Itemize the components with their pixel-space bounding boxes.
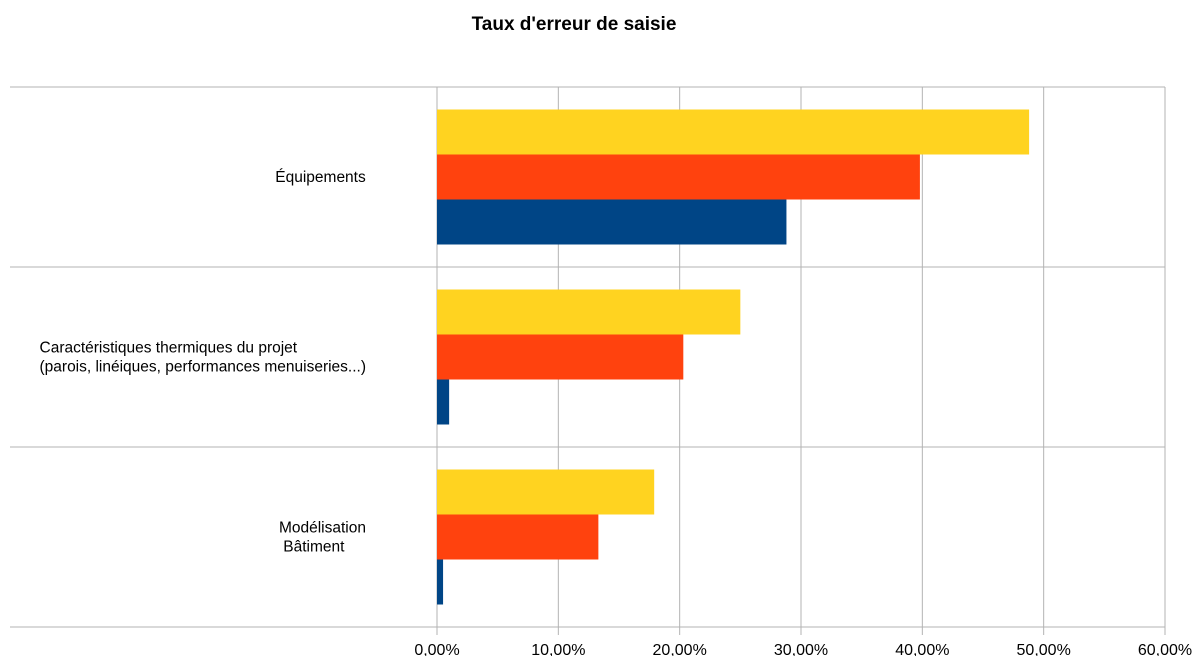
bar xyxy=(437,109,1030,155)
category-label-line: (parois, linéiques, performances menuise… xyxy=(40,359,367,376)
bar xyxy=(437,199,787,245)
bar xyxy=(437,334,684,380)
chart-title: Taux d'erreur de saisie xyxy=(472,14,677,35)
x-tick-label: 10,00% xyxy=(531,642,585,656)
bar xyxy=(437,379,450,425)
x-tick-label: 0,00% xyxy=(414,642,459,656)
category-label: Caractéristiques thermiques du projet (pa… xyxy=(40,340,367,376)
category-label: Modélisation Bâtiment xyxy=(279,520,366,556)
category-label-line: Caractéristiques thermiques du projet xyxy=(40,340,298,357)
x-tick-label: 20,00% xyxy=(653,642,707,656)
bar xyxy=(437,469,655,515)
x-tick-label: 60,00% xyxy=(1138,642,1192,656)
bars xyxy=(437,109,1030,605)
category-label: Équipements xyxy=(275,169,366,186)
bar xyxy=(437,154,920,200)
bar xyxy=(437,559,444,605)
x-tick-label: 40,00% xyxy=(895,642,949,656)
category-label-line: Modélisation xyxy=(279,520,366,537)
category-labels: Équipements Caractéristiques thermiques d… xyxy=(40,169,367,556)
category-label-line: Bâtiment xyxy=(279,539,345,556)
bar xyxy=(437,289,741,335)
x-tick-label: 50,00% xyxy=(1017,642,1071,656)
x-axis-tick-labels: 0,00% 10,00% 20,00% 30,00% 40,00% 50,00% 60,00… xyxy=(414,642,1192,656)
category-label-line: Équipements xyxy=(275,169,366,186)
x-tick-label: 30,00% xyxy=(774,642,828,656)
bar xyxy=(437,514,599,560)
